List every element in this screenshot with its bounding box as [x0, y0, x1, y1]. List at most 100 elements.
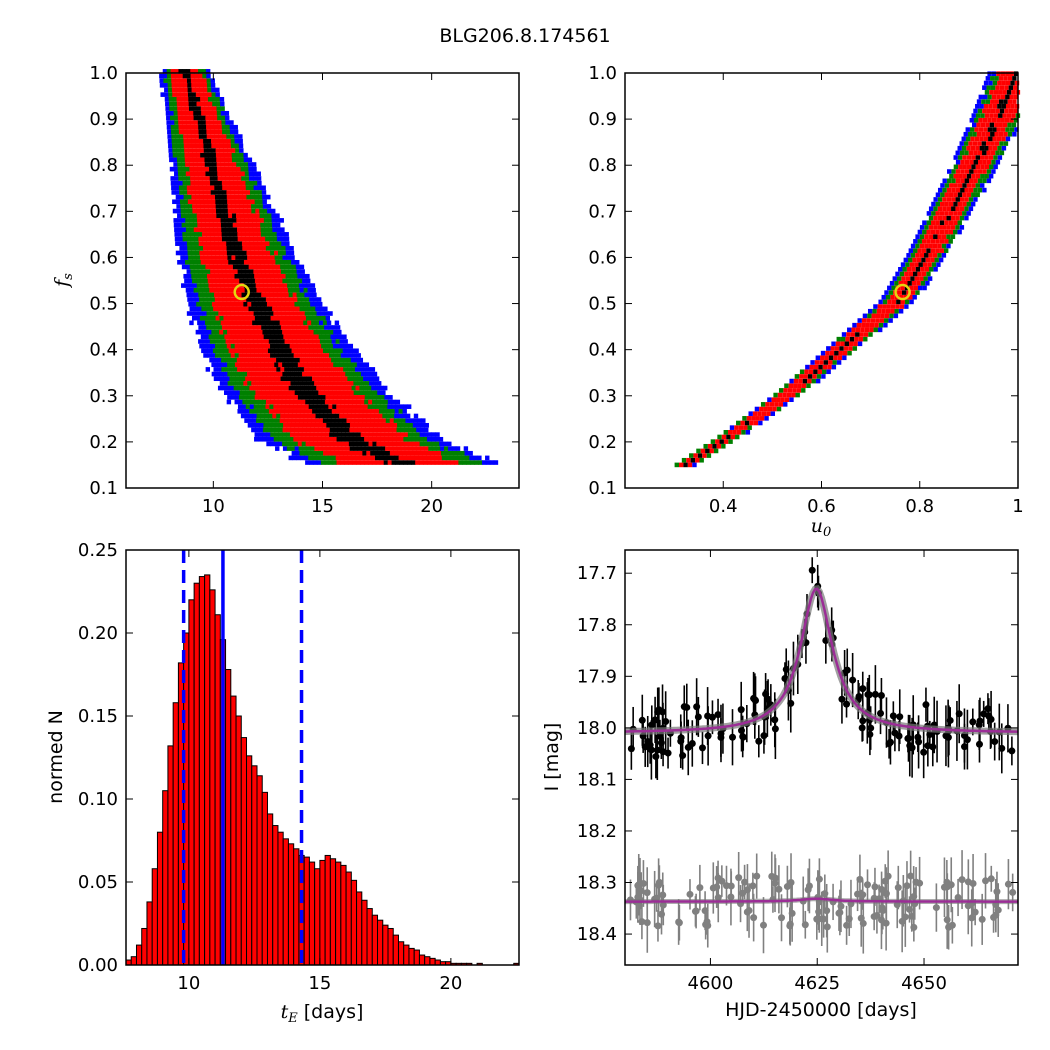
heatmap-cell: [207, 92, 213, 97]
heatmap-cell: [281, 246, 286, 251]
heatmap-cell: [256, 357, 261, 363]
heatmap-cell: [202, 134, 208, 139]
heatmap-cell: [975, 155, 981, 160]
heatmap-cell: [914, 262, 919, 267]
heatmap-cell: [186, 180, 191, 186]
heatmap-cell: [1014, 127, 1019, 132]
heatmap-cell: [275, 422, 280, 428]
heatmap-cell: [257, 311, 262, 316]
heatmap-cell: [290, 446, 296, 451]
heatmap-cell: [202, 185, 207, 191]
heatmap-cell: [369, 381, 374, 386]
heatmap-cell: [274, 362, 279, 368]
heatmap-cell: [908, 248, 914, 253]
heatmap-cell: [859, 332, 864, 337]
heatmap-cell: [423, 460, 428, 465]
heatmap-cell: [934, 257, 939, 263]
heatmap-cell: [441, 455, 447, 461]
heatmap-cell: [252, 320, 257, 326]
heatmap-cell: [421, 450, 426, 456]
heatmap-cell: [975, 145, 980, 151]
heatmap-cell: [203, 204, 209, 209]
heatmap-cell: [967, 131, 973, 137]
heatmap-cell: [198, 73, 203, 79]
heatmap-cell: [207, 204, 213, 209]
heatmap-cell: [964, 169, 970, 174]
heatmap-cell: [361, 446, 366, 451]
heatmap-cell: [728, 439, 733, 444]
x-tick-label: 4625: [794, 973, 840, 994]
heatmap-cell: [274, 315, 279, 321]
heatmap-cell: [192, 101, 197, 107]
heatmap-cell: [814, 360, 820, 365]
heatmap-cell: [323, 455, 329, 461]
heatmap-cell: [250, 190, 255, 195]
heatmap-cell: [836, 360, 842, 365]
heatmap-cell: [206, 190, 212, 195]
heatmap-cell: [861, 318, 867, 323]
heatmap-cell: [836, 336, 841, 342]
heatmap-cell: [344, 436, 349, 442]
heatmap-cell: [377, 390, 382, 395]
heatmap-cell: [890, 304, 896, 309]
heatmap-cell: [262, 427, 268, 433]
heatmap-cell: [362, 450, 367, 456]
heatmap-cell: [195, 315, 201, 321]
heatmap-cell: [998, 122, 1003, 128]
heatmap-cell: [951, 169, 956, 174]
heatmap-cell: [855, 332, 860, 337]
model-curve: [625, 587, 1018, 733]
heatmap-cell: [686, 457, 691, 463]
heatmap-cell: [248, 222, 253, 228]
heatmap-cell: [215, 315, 220, 321]
heatmap-cell: [928, 215, 934, 221]
heatmap-cell: [913, 271, 918, 277]
heatmap-cell: [309, 432, 314, 437]
residual-point: [788, 909, 796, 917]
heatmap-cell: [280, 376, 285, 382]
heatmap-cell: [353, 427, 358, 433]
heatmap-cell: [311, 320, 316, 326]
heatmap-cell: [274, 427, 280, 433]
heatmap-cell: [264, 367, 269, 372]
heatmap-cell: [188, 204, 193, 209]
histogram-bar: [235, 715, 242, 966]
heatmap-cell: [314, 334, 320, 340]
heatmap-cell: [442, 460, 448, 465]
heatmap-cell: [236, 162, 241, 167]
heatmap-cell: [939, 220, 945, 226]
heatmap-cell: [289, 311, 294, 316]
heatmap-cell: [201, 115, 206, 121]
heatmap-cell: [179, 194, 185, 200]
residual-point: [643, 919, 651, 927]
heatmap-cell: [416, 427, 421, 433]
histogram-bar: [324, 854, 331, 966]
heatmap-cell: [186, 232, 191, 237]
heatmap-cell: [238, 362, 244, 368]
residual-point: [992, 911, 1000, 919]
heatmap-cell: [697, 453, 703, 458]
heatmap-cell: [275, 390, 280, 395]
heatmap-cell: [272, 222, 277, 228]
heatmap-cell: [322, 446, 327, 451]
heatmap-cell: [387, 436, 393, 442]
heatmap-cell: [330, 348, 336, 354]
heatmap-cell: [922, 285, 927, 291]
heatmap-cell: [371, 460, 377, 465]
heatmap-cell: [243, 208, 248, 214]
heatmap-cell: [435, 441, 440, 447]
heatmap-cell: [948, 239, 953, 244]
heatmap-cell: [786, 392, 792, 398]
heatmap-cell: [265, 436, 271, 442]
heatmap-cell: [324, 311, 329, 316]
heatmap-cell: [277, 250, 283, 256]
heatmap-cell: [1004, 117, 1010, 123]
heatmap-cell: [807, 374, 813, 379]
heatmap-cell: [180, 92, 185, 97]
heatmap-cell: [272, 292, 278, 298]
heatmap-cell: [360, 399, 365, 405]
heatmap-cell: [966, 145, 971, 151]
heatmap-cell: [802, 378, 808, 384]
heatmap-cell: [245, 325, 250, 330]
heatmap-cell: [288, 376, 293, 382]
